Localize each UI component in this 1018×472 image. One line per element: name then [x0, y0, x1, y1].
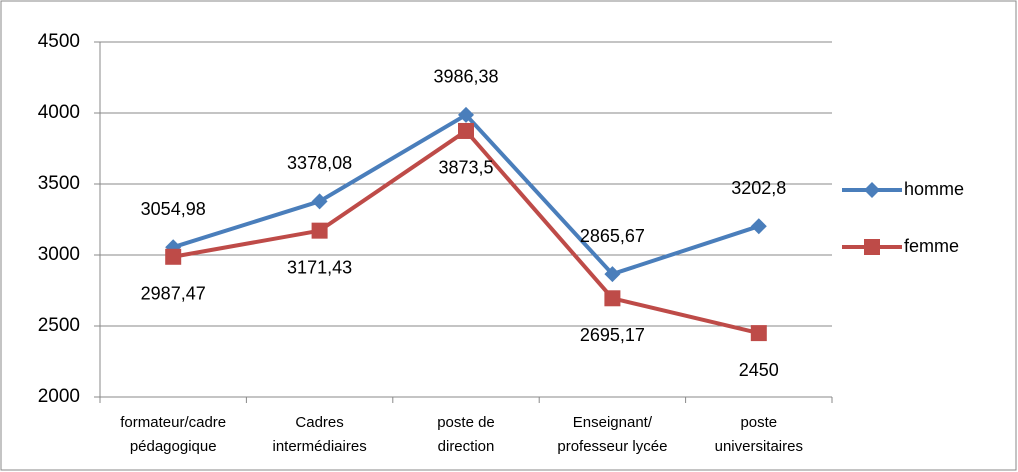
data-label: 3202,8 — [731, 178, 786, 198]
data-label: 3054,98 — [141, 199, 206, 219]
data-label: 3171,43 — [287, 257, 352, 277]
data-label: 3986,38 — [433, 67, 498, 87]
marker — [165, 248, 182, 265]
data-label: 2450 — [739, 360, 779, 380]
data-label: 2865,67 — [580, 226, 645, 246]
y-tick-label: 4500 — [38, 31, 80, 52]
x-tick-label: Cadres intermédiaires — [272, 414, 366, 455]
data-label: 3873,5 — [438, 158, 493, 178]
x-tick-label: formateur/cadre pédagogique — [120, 414, 226, 455]
data-label: 3378,08 — [287, 153, 352, 173]
marker — [458, 122, 474, 139]
marker — [750, 325, 767, 342]
y-tick-label: 4000 — [38, 102, 80, 123]
series — [165, 122, 767, 342]
y-tick-label: 2500 — [38, 315, 80, 336]
x-tick-label: poste universitaires — [715, 414, 803, 455]
y-tick-label: 3500 — [38, 173, 80, 194]
marker — [750, 218, 767, 235]
legend-label: femme — [904, 236, 959, 256]
marker — [864, 182, 880, 198]
marker — [604, 290, 621, 307]
data-label: 2695,17 — [580, 325, 645, 345]
marker — [311, 222, 328, 239]
y-tick-label: 2000 — [38, 386, 80, 407]
marker — [311, 193, 328, 210]
marker — [864, 239, 880, 255]
marker — [458, 106, 474, 123]
marker — [604, 266, 621, 283]
data-label: 2987,47 — [141, 284, 206, 304]
y-tick-label: 3000 — [38, 244, 80, 265]
legend-label: homme — [904, 179, 964, 199]
x-tick-label: Enseignant/professeur lycée — [557, 414, 667, 455]
x-tick-label: poste de direction — [437, 414, 495, 455]
